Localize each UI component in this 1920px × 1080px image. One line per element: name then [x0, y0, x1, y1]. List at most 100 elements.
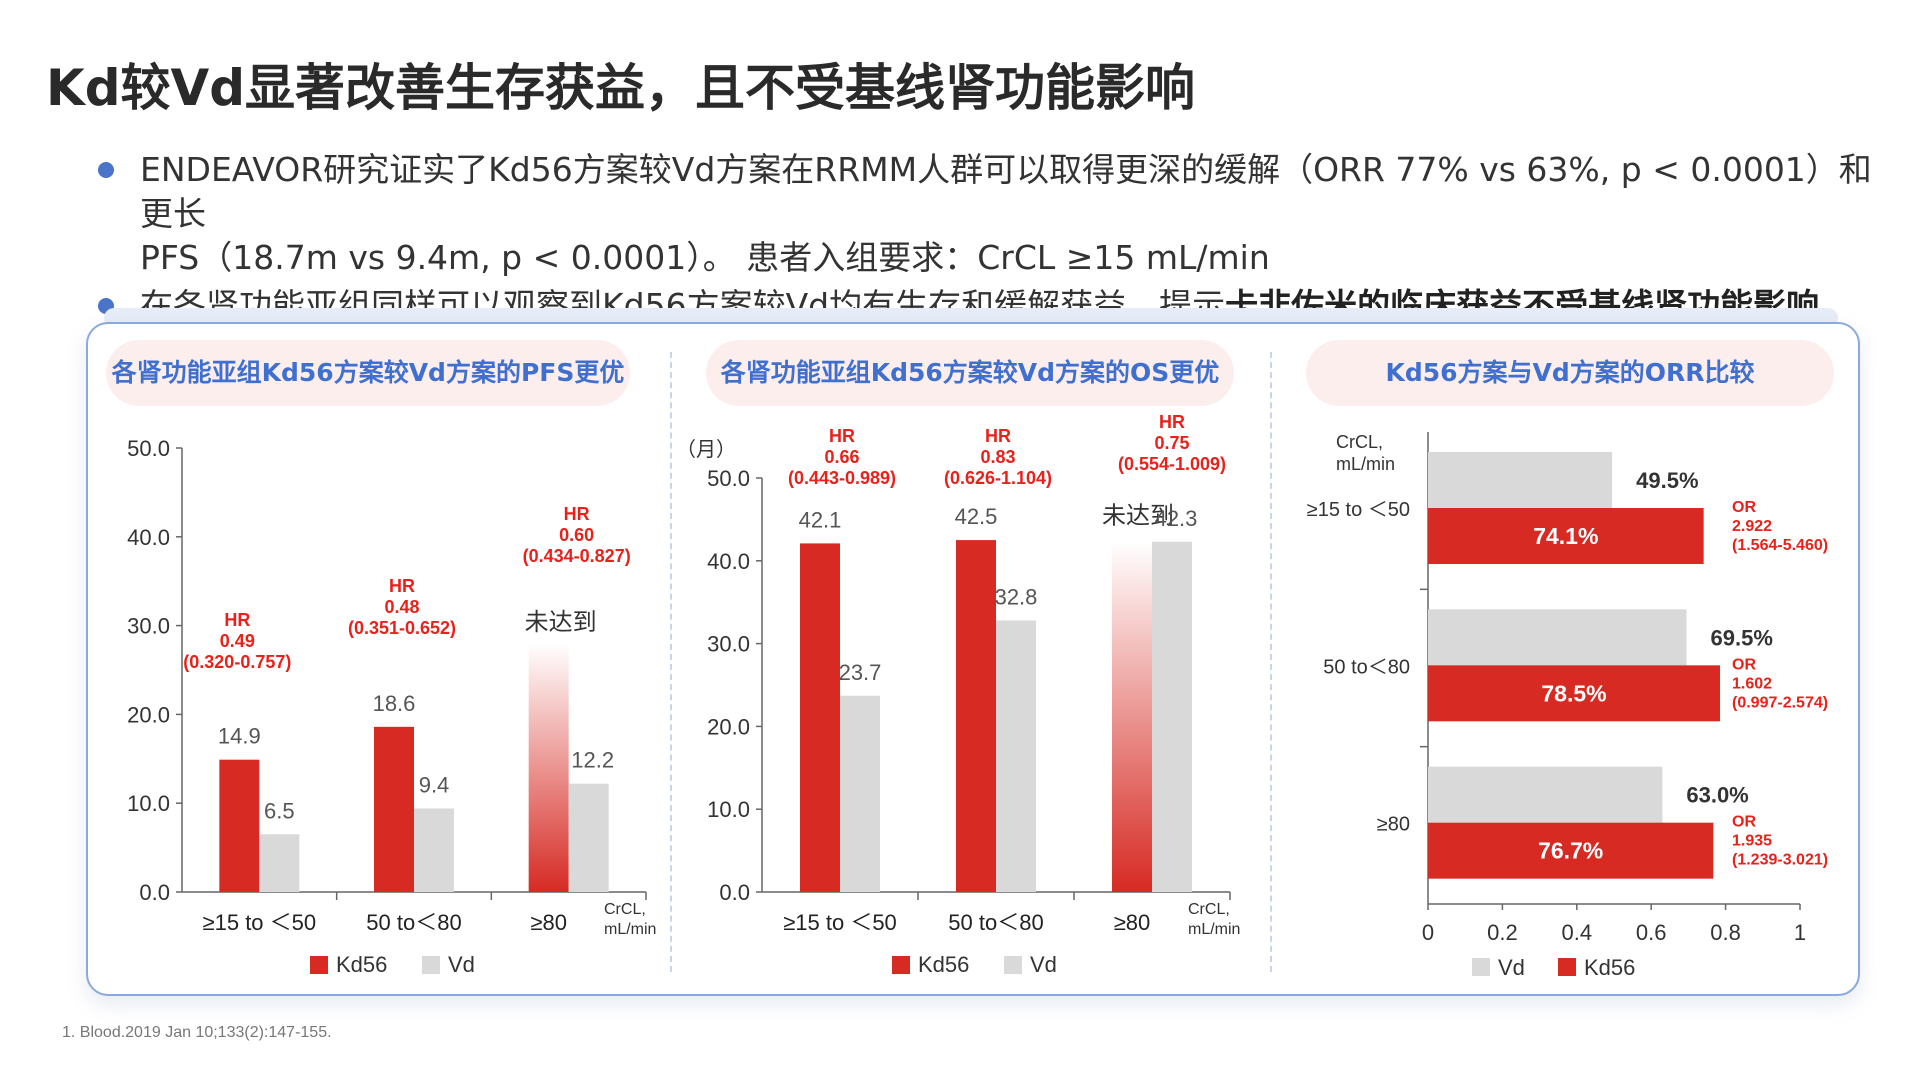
vd-bar — [1428, 452, 1613, 508]
vd-bar-value-label: 9.4 — [419, 773, 450, 798]
hr-value: 0.75 — [1154, 433, 1189, 453]
hr-value: 0.83 — [980, 447, 1015, 467]
hr-value: 0.49 — [220, 631, 255, 651]
kd56-not-reached-bar — [1112, 541, 1152, 892]
kd56-bar-value-label: 42.5 — [955, 504, 998, 529]
vd-bar-value-label: 69.5% — [1711, 625, 1773, 650]
hr-label: HR — [985, 426, 1011, 446]
y-tick-label: 10.0 — [707, 797, 750, 822]
vd-bar — [414, 808, 454, 892]
footnote: 1. Blood.2019 Jan 10;133(2):147-155. — [62, 1024, 332, 1041]
vd-bar-value-label: 49.5% — [1636, 468, 1698, 493]
legend-label-kd56: Kd56 — [336, 952, 387, 977]
panel-divider — [670, 352, 672, 972]
vd-bar-value-label: 32.8 — [995, 584, 1038, 609]
x-axis-label: CrCL, — [604, 901, 646, 918]
vd-bar — [1428, 766, 1663, 823]
hr-label: HR — [829, 426, 855, 446]
x-tick-label: 0.8 — [1710, 920, 1741, 945]
kd56-bar-value-label: 74.1% — [1533, 523, 1598, 549]
y-axis-label: CrCL, — [1336, 432, 1383, 452]
vd-bar-value-label: 42.3 — [1155, 506, 1198, 531]
hr-ci: (0.351-0.652) — [348, 618, 456, 638]
legend-swatch-kd56 — [1558, 958, 1576, 976]
x-category-label: ≥80 — [530, 910, 567, 935]
hr-ci: (0.434-0.827) — [523, 546, 631, 566]
y-tick-label: 0.0 — [719, 880, 750, 905]
pfs-bar-chart: 0.0 10.0 20.0 30.0 40.0 50.0 14.9 6.5 ≥15 to ＜50… — [127, 436, 656, 977]
x-axis-label: CrCL, — [1188, 901, 1230, 918]
panel-divider — [1270, 352, 1272, 972]
y-tick-label: 40.0 — [707, 549, 750, 574]
legend-label-vd: Vd — [448, 952, 475, 977]
pfs-chart-heading: 各肾功能亚组Kd56方案较Vd方案的PFS更优 — [106, 340, 630, 406]
kd56-bar — [1428, 822, 1714, 879]
x-tick-label: 0 — [1422, 920, 1434, 945]
x-category-label: ≥15 to ＜50 — [203, 910, 317, 935]
bullet-item-1: ENDEAVOR研究证实了Kd56方案较Vd方案在RRMM人群可以取得更深的缓解… — [96, 148, 1876, 280]
y-tick-label: 20.0 — [127, 702, 170, 727]
orr-horizontal-bar-chart: 0 0.2 0.4 0.6 0.8 1 CrCL,mL/min 49.5% 74.1% ≥15 t… — [1307, 432, 1828, 980]
hr-label: HR — [389, 576, 415, 596]
legend-label-kd56: Kd56 — [1584, 955, 1635, 980]
legend-label-vd: Vd — [1030, 952, 1057, 977]
hr-ci: (0.626-1.104) — [944, 468, 1052, 488]
hr-label: HR — [564, 504, 590, 524]
hr-value: 0.66 — [824, 447, 859, 467]
y-tick-label: 50.0 — [707, 466, 750, 491]
x-category-label: 50 to＜80 — [366, 910, 461, 935]
kd56-bar-value-label: 42.1 — [799, 507, 842, 532]
or-value: 1.935 — [1732, 833, 1772, 850]
vd-bar — [1428, 609, 1687, 666]
page-title: Kd较Vd显著改善生存获益，且不受基线肾功能影响 — [46, 59, 1196, 117]
y-tick-label: 40.0 — [127, 525, 170, 550]
or-label: OR — [1732, 656, 1756, 673]
or-ci: (1.239-3.021) — [1732, 852, 1828, 869]
y-axis-label: mL/min — [1336, 454, 1395, 474]
kd56-bar — [1428, 665, 1721, 722]
y-tick-label: 0.0 — [139, 880, 170, 905]
or-label: OR — [1732, 499, 1756, 516]
os-bar-chart: 0.0 10.0 20.0 30.0 40.0 50.0 （月） 42.1 23.7 ≥15 to… — [676, 412, 1240, 977]
kd56-bar — [374, 726, 414, 892]
y-tick-label: 50.0 — [127, 436, 170, 461]
y-category-label: ≥15 to ＜50 — [1307, 499, 1410, 521]
bullet-1-line-2: PFS（18.7m vs 9.4m, p < 0.0001）。 患者入组要求：C… — [140, 238, 1270, 277]
legend-swatch-vd — [1004, 956, 1022, 974]
vd-bar — [568, 783, 609, 892]
bullet-dot-icon — [98, 162, 114, 178]
x-tick-label: 0.6 — [1636, 920, 1667, 945]
not-reached-label: 未达到 — [525, 609, 597, 636]
or-ci: (0.997-2.574) — [1732, 694, 1828, 711]
x-category-label: ≥80 — [1114, 910, 1151, 935]
y-category-label: 50 to＜80 — [1323, 656, 1410, 678]
vd-bar-value-label: 12.2 — [571, 748, 614, 773]
vd-bar — [996, 620, 1036, 892]
kd56-bar-value-label: 76.7% — [1538, 838, 1603, 864]
hr-ci: (0.554-1.009) — [1118, 454, 1226, 474]
kd56-bar-value-label: 14.9 — [218, 724, 261, 749]
hr-ci: (0.320-0.757) — [183, 652, 291, 672]
hr-value: 0.60 — [559, 525, 594, 545]
kd56-bar — [219, 759, 260, 892]
x-axis-label: mL/min — [604, 921, 656, 938]
bullet-1-line-1: ENDEAVOR研究证实了Kd56方案较Vd方案在RRMM人群可以取得更深的缓解… — [140, 150, 1872, 233]
or-label: OR — [1732, 814, 1756, 831]
x-category-label: 50 to＜80 — [948, 910, 1043, 935]
hr-value: 0.48 — [384, 597, 419, 617]
or-ci: (1.564-5.460) — [1732, 537, 1828, 554]
x-axis-label: mL/min — [1188, 921, 1240, 938]
kd56-bar — [800, 543, 840, 892]
y-category-label: ≥80 — [1377, 814, 1410, 836]
legend-swatch-vd — [422, 956, 440, 974]
hr-label: HR — [224, 610, 250, 630]
kd56-bar-value-label: 18.6 — [373, 691, 416, 716]
hr-ci: (0.443-0.989) — [788, 468, 896, 488]
x-tick-label: 1 — [1794, 920, 1806, 945]
legend-swatch-kd56 — [310, 956, 328, 974]
vd-bar-value-label: 23.7 — [839, 660, 882, 685]
vd-bar-value-label: 63.0% — [1686, 783, 1748, 808]
x-tick-label: 0.2 — [1487, 920, 1518, 945]
y-tick-label: 30.0 — [707, 632, 750, 657]
